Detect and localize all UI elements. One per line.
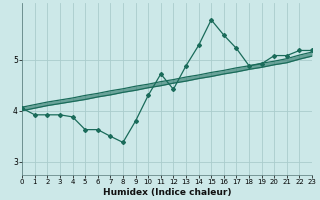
X-axis label: Humidex (Indice chaleur): Humidex (Indice chaleur)	[103, 188, 231, 197]
